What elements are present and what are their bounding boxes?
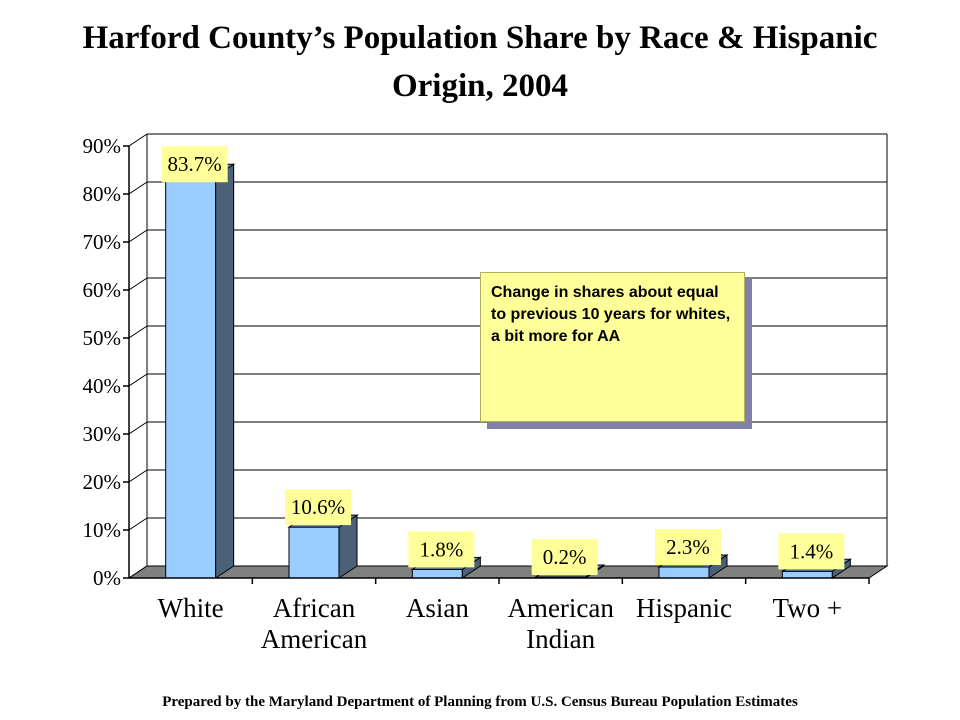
labels: 83.7%White10.6%AfricanAmerican1.8%Asian0… — [158, 146, 845, 654]
y-tick-label: 40% — [83, 374, 122, 398]
data-label-box — [531, 539, 598, 576]
data-label-box — [408, 531, 475, 568]
gridline-side — [128, 229, 148, 243]
bar-side — [215, 163, 235, 579]
data-label-text: 83.7% — [168, 152, 222, 176]
data-label: 2.3% — [655, 528, 721, 565]
bar — [164, 163, 236, 579]
y-tick-label: 0% — [93, 566, 121, 590]
y-tick-label: 90% — [83, 134, 122, 158]
chart-floor-plane — [127, 565, 889, 579]
y-tick-label: 60% — [83, 278, 122, 302]
annotation-callout: Change in shares about equal to previous… — [480, 272, 745, 422]
category-label: American — [507, 593, 614, 623]
chart-title: Harford County’s Population Share by Rac… — [82, 20, 878, 104]
gridline-side — [128, 133, 148, 147]
category-label: Two + — [773, 593, 843, 623]
y-tick-label: 80% — [83, 182, 122, 206]
data-label: 1.8% — [408, 531, 475, 568]
gridline-side — [128, 325, 148, 339]
data-label-text: 1.4% — [789, 539, 833, 563]
y-tick-label: 10% — [83, 518, 122, 542]
category-label: Indian — [526, 624, 595, 654]
gridline-side — [128, 469, 148, 483]
axes: 0% 10% 20% 30% 40% 50% 60% 70% 80% 90% — [83, 134, 870, 590]
y-tick-label: 30% — [83, 422, 122, 446]
data-label-box — [778, 533, 845, 570]
data-label-text: 0.2% — [543, 545, 587, 569]
y-tick-label: 20% — [83, 470, 122, 494]
gridline-side — [128, 517, 148, 531]
bar-front — [411, 568, 463, 579]
data-label-box — [161, 146, 228, 183]
y-tick-label: 50% — [83, 326, 122, 350]
gridline-side — [128, 277, 148, 291]
data-label: 1.4% — [778, 533, 845, 570]
bar-front — [658, 566, 710, 579]
data-label: 0.2% — [531, 539, 598, 576]
bar-front — [288, 526, 340, 579]
data-label-text: 1.8% — [419, 537, 463, 561]
category-label: American — [261, 624, 368, 654]
data-label-text: 2.3% — [666, 535, 710, 559]
chart-floor — [127, 565, 889, 579]
bar-front — [165, 175, 217, 579]
category-label: White — [158, 593, 224, 623]
gridline-side — [128, 373, 148, 387]
data-label-box — [655, 528, 721, 565]
y-tick-label: 70% — [83, 230, 122, 254]
category-label: Hispanic — [636, 593, 732, 623]
data-label-text: 10.6% — [291, 495, 345, 519]
category-label: Asian — [406, 593, 469, 623]
gridline-side — [128, 181, 148, 195]
category-label: African — [273, 593, 356, 623]
bar-front — [781, 570, 833, 579]
gridline-side — [128, 421, 148, 435]
data-label: 83.7% — [161, 146, 228, 183]
data-label: 10.6% — [285, 489, 351, 526]
data-label-box — [285, 489, 351, 526]
source-note: Prepared by the Maryland Department of P… — [162, 694, 798, 710]
